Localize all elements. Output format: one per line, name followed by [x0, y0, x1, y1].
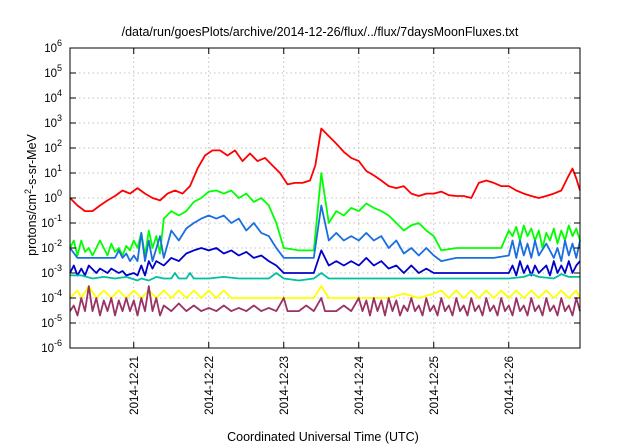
- series-line: [69, 127, 581, 213]
- y-tick-label-exponent: 6: [57, 38, 62, 48]
- y-tick-label-base: 10: [44, 43, 57, 55]
- y-tick-label-base: 10: [44, 193, 57, 205]
- y-tick-label-base: 10: [41, 343, 54, 355]
- x-tick-label: 2014-12-26: [504, 356, 516, 415]
- x-tick-label: 2014-12-22: [204, 356, 216, 415]
- y-tick-label-exponent: 1: [57, 163, 62, 173]
- y-tick-label: 10-1: [41, 213, 62, 230]
- x-tick-label: 2014-12-24: [354, 355, 366, 414]
- y-tick-label-exponent: -1: [54, 213, 62, 223]
- y-tick-label-base: 10: [44, 118, 57, 130]
- y-tick-label: 10-2: [41, 238, 62, 255]
- x-tick-label: 2014-12-25: [429, 356, 441, 415]
- y-tick-label-exponent: -3: [54, 263, 62, 273]
- series-line: [69, 247, 581, 277]
- y-tick-label-base: 10: [44, 168, 57, 180]
- y-tick-label: 103: [44, 113, 62, 130]
- grid: [70, 48, 580, 348]
- series-line: [69, 172, 581, 257]
- y-tick-label: 10-3: [41, 263, 62, 280]
- y-tick-label-exponent: 5: [57, 63, 62, 73]
- series-group: [69, 127, 581, 317]
- y-tick-label: 104: [44, 88, 62, 105]
- y-axis-title: protons/cm2-s-sr-MeV: [23, 133, 39, 255]
- y-axis-title-base: protons/cm: [25, 194, 39, 256]
- y-tick-label: 105: [44, 63, 62, 80]
- y-tick-label-base: 10: [44, 143, 57, 155]
- y-axis-title-rest: -s-sr-MeV: [25, 133, 39, 189]
- y-tick-label-base: 10: [41, 243, 54, 255]
- series-line: [69, 204, 581, 263]
- x-axis-title: Coordinated Universal Time (UTC): [227, 430, 419, 444]
- y-tick-label-base: 10: [41, 268, 54, 280]
- y-tick-label-base: 10: [41, 293, 54, 305]
- y-tick-label-exponent: -2: [54, 238, 62, 248]
- chart-title: /data/run/goesPlots/archive/2014-12-26/f…: [122, 25, 519, 39]
- y-tick-label: 10-6: [41, 338, 62, 355]
- y-tick-label: 102: [44, 138, 62, 155]
- y-tick-label-exponent: -5: [54, 313, 62, 323]
- y-tick-label-exponent: 2: [57, 138, 62, 148]
- x-tick-label: 2014-12-21: [129, 356, 141, 415]
- x-tick-label: 2014-12-23: [279, 356, 291, 415]
- y-tick-label-exponent: -4: [54, 288, 62, 298]
- y-tick-label-exponent: 3: [57, 113, 62, 123]
- y-tick-label-base: 10: [41, 218, 54, 230]
- y-tick-label: 106: [44, 38, 62, 55]
- y-tick-label: 101: [44, 163, 62, 180]
- axis-ticks: 10-610-510-410-310-210-11001011021031041…: [41, 38, 580, 415]
- y-axis-title-sup: 2: [23, 189, 33, 194]
- y-tick-label: 100: [44, 188, 62, 205]
- y-tick-label-base: 10: [41, 318, 54, 330]
- y-tick-label: 10-4: [41, 288, 62, 305]
- y-tick-label-exponent: 0: [57, 188, 62, 198]
- y-tick-label-exponent: -6: [54, 338, 62, 348]
- y-tick-label-base: 10: [44, 68, 57, 80]
- series-line: [70, 272, 580, 282]
- y-tick-label: 10-5: [41, 313, 62, 330]
- series-line: [69, 285, 581, 317]
- y-tick-label-exponent: 4: [57, 88, 62, 98]
- y-tick-label-base: 10: [44, 93, 57, 105]
